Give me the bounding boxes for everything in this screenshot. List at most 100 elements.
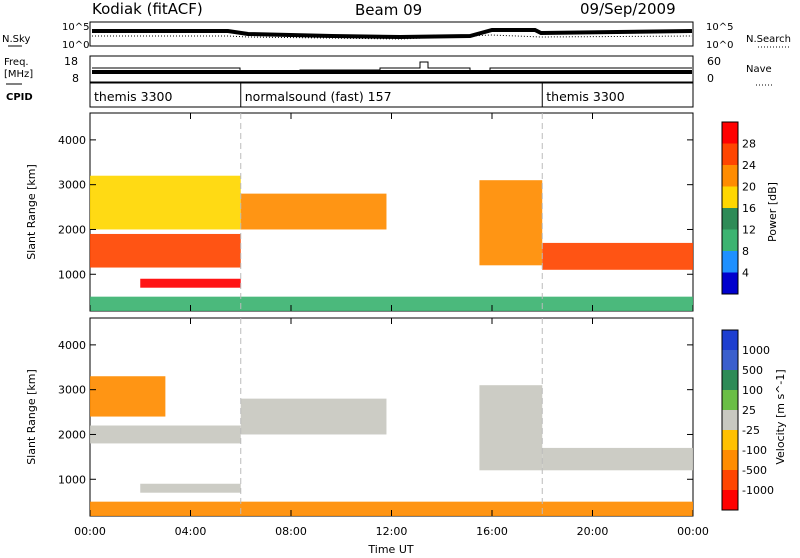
heatmap-region bbox=[479, 385, 543, 471]
noise-sky-trace bbox=[92, 28, 693, 40]
x-axis-label: Time UT bbox=[367, 543, 413, 554]
colorbar-tick-label: 1000 bbox=[742, 344, 770, 357]
colorbar-swatch bbox=[722, 272, 738, 294]
velocity-colorbar-title-text: Velocity [m s^-1] bbox=[774, 369, 787, 464]
power-data-layer bbox=[90, 113, 693, 311]
time-axis: 00:00 04:00 08:00 12:00 16:00 20:00 00:00 bbox=[74, 113, 709, 538]
velocity-colorbar-title: Velocity [m s^-1] bbox=[774, 369, 787, 464]
power-y-axis: 1000 2000 3000 4000 bbox=[58, 134, 693, 281]
colorbar-tick-label: 8 bbox=[742, 245, 749, 258]
colorbar-swatch bbox=[722, 490, 738, 510]
noise-left-tick-high: 10^5 bbox=[62, 22, 89, 33]
heatmap-region bbox=[542, 447, 693, 471]
heatmap-region bbox=[90, 175, 241, 230]
colorbar-frame bbox=[721, 121, 739, 295]
power-colorbar: 28 24 20 16 12 8 4 bbox=[721, 121, 756, 295]
y-tick-label: 4000 bbox=[58, 134, 86, 147]
colorbar-tick-label: 25 bbox=[742, 404, 756, 417]
y-tick-label: 3000 bbox=[58, 384, 86, 397]
freq-tick-high: 18 bbox=[64, 55, 78, 68]
colorbar-frame bbox=[721, 329, 739, 511]
colorbar-tick-label: 4 bbox=[742, 267, 749, 280]
colorbar-swatch bbox=[722, 143, 738, 165]
power-panel: Slant Range [km] 28 24 20 16 12 8 4 Power [dB] bbox=[25, 112, 779, 312]
frequency-panel: Freq. [MHz] 18 8 60 0 Nave bbox=[4, 55, 774, 86]
colorbar-tick-label: 24 bbox=[742, 159, 756, 172]
nave-tick-high: 60 bbox=[707, 55, 721, 68]
colorbar-tick-label: -25 bbox=[742, 424, 760, 437]
heatmap-region bbox=[140, 483, 241, 493]
colorbar-swatch bbox=[722, 470, 738, 490]
velocity-panel: Slant Range [km] 1000 500 100 25 -25 -100 -500… bbox=[25, 317, 787, 517]
cpid-segment-label: themis 3300 bbox=[94, 89, 173, 104]
freq-unit-label: [MHz] bbox=[4, 69, 33, 80]
noise-right-tick-high: 10^5 bbox=[706, 22, 733, 33]
nsearch-label: N.Search bbox=[746, 34, 791, 45]
y-tick-label: 1000 bbox=[58, 473, 86, 486]
heatmap-region bbox=[240, 398, 387, 435]
nave-label: Nave bbox=[746, 64, 772, 75]
x-tick-label: 20:00 bbox=[577, 525, 609, 538]
heatmap-region bbox=[479, 180, 543, 266]
power-colorbar-title: Power [dB] bbox=[766, 182, 779, 242]
noise-search-trace bbox=[92, 34, 693, 40]
heatmap-region bbox=[90, 233, 241, 268]
velocity-y-axis: 1000 2000 3000 4000 bbox=[58, 339, 693, 486]
y-tick-label: 4000 bbox=[58, 339, 86, 352]
velocity-ylabel: Slant Range [km] bbox=[25, 369, 38, 465]
colorbar-tick-label: 16 bbox=[742, 202, 756, 215]
cpid-segment-label: normalsound (fast) 157 bbox=[245, 89, 392, 104]
noise-panel: N.Sky 10^5 10^0 10^5 10^0 N.Search bbox=[2, 21, 791, 51]
colorbar-tick-label: -100 bbox=[742, 444, 767, 457]
noise-right-tick-low: 10^0 bbox=[706, 40, 733, 51]
heatmap-region bbox=[140, 278, 241, 288]
velocity-colorbar: 1000 500 100 25 -25 -100 -500 -1000 bbox=[721, 329, 774, 511]
cpid-panel: CPID themis 3300 normalsound (fast) 157 th… bbox=[6, 82, 694, 108]
colorbar-tick-label: -1000 bbox=[742, 484, 774, 497]
freq-tick-low: 8 bbox=[72, 72, 79, 85]
nsky-label: N.Sky bbox=[2, 34, 30, 45]
colorbar-swatch bbox=[722, 430, 738, 450]
colorbar-swatch bbox=[722, 390, 738, 410]
x-tick-label: 00:00 bbox=[74, 525, 106, 538]
colorbar-swatch bbox=[722, 350, 738, 370]
y-tick-label: 2000 bbox=[58, 428, 86, 441]
cpid-segment-label: themis 3300 bbox=[546, 89, 625, 104]
colorbar-swatch bbox=[722, 122, 738, 144]
colorbar-swatch bbox=[722, 450, 738, 470]
x-tick-label: 04:00 bbox=[175, 525, 207, 538]
x-tick-label: 16:00 bbox=[476, 525, 508, 538]
y-tick-label: 3000 bbox=[58, 179, 86, 192]
x-tick-label: 12:00 bbox=[376, 525, 408, 538]
x-tick-label: 00:00 bbox=[677, 525, 709, 538]
y-tick-label: 2000 bbox=[58, 223, 86, 236]
beam-label: Beam 09 bbox=[355, 1, 422, 19]
heatmap-region bbox=[542, 242, 693, 270]
noise-left-tick-low: 10^0 bbox=[62, 40, 89, 51]
heatmap-region bbox=[90, 425, 241, 444]
colorbar-swatch bbox=[722, 229, 738, 251]
colorbar-tick-label: 20 bbox=[742, 181, 756, 194]
colorbar-tick-label: -500 bbox=[742, 464, 767, 477]
colorbar-swatch bbox=[722, 330, 738, 350]
power-ylabel: Slant Range [km] bbox=[25, 164, 38, 260]
colorbar-swatch bbox=[722, 186, 738, 208]
colorbar-swatch bbox=[722, 410, 738, 430]
cpid-label: CPID bbox=[6, 92, 33, 103]
heatmap-region bbox=[90, 376, 166, 417]
plot-title: Kodiak (fitACF) bbox=[92, 0, 203, 18]
nave-tick-low: 0 bbox=[707, 72, 714, 85]
colorbar-tick-label: 28 bbox=[742, 138, 756, 151]
freq-label: Freq. bbox=[4, 57, 29, 68]
colorbar-swatch bbox=[722, 208, 738, 230]
colorbar-swatch bbox=[722, 370, 738, 390]
colorbar-tick-label: 12 bbox=[742, 224, 756, 237]
colorbar-tick-label: 500 bbox=[742, 364, 763, 377]
colorbar-tick-label: 100 bbox=[742, 384, 763, 397]
y-tick-label: 1000 bbox=[58, 268, 86, 281]
date-label: 09/Sep/2009 bbox=[580, 0, 676, 18]
heatmap-region bbox=[240, 193, 387, 230]
colorbar-swatch bbox=[722, 251, 738, 273]
x-tick-label: 08:00 bbox=[275, 525, 307, 538]
